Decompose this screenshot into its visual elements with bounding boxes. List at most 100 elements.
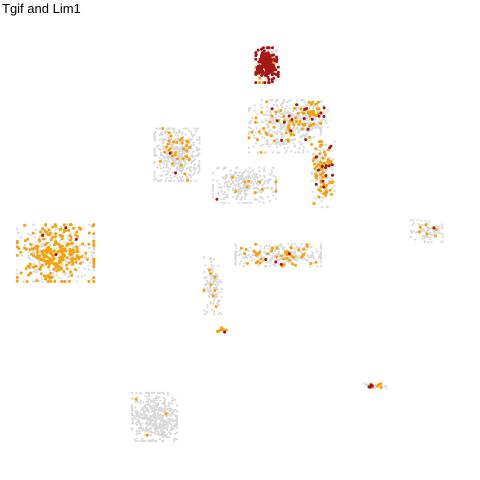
background-cell-point [92,251,95,254]
background-cell-point [160,179,163,182]
background-cell-point [170,144,173,148]
expressing-cell-point [44,230,48,234]
background-cell-point [311,127,314,130]
expressing-cell-point [259,257,263,261]
expressing-cell-point [300,127,304,131]
coexpressing-cell-point [295,103,299,107]
background-cell-point [162,145,165,148]
background-cell-point [290,150,293,153]
expressing-cell-point [69,238,72,242]
background-cell-point [79,243,82,246]
background-cell-point [256,176,259,179]
background-cell-point [155,430,158,433]
background-cell-point [324,158,327,161]
expressing-cell-point [185,139,189,143]
background-cell-point [441,236,444,239]
background-cell-point [255,126,258,130]
background-cell-point [180,133,183,136]
coexpressing-cell-point [264,258,268,261]
expressing-cell-point [92,258,96,261]
background-cell-point [162,435,165,439]
expressing-cell-point [289,132,293,136]
background-cell-point [441,225,444,228]
background-cell-point [136,437,139,440]
background-cell-point [156,179,159,182]
background-cell-point [135,430,138,433]
background-cell-point [271,258,274,261]
background-cell-point [155,177,158,180]
expressing-cell-point [270,114,274,118]
expressing-cell-point [42,254,46,258]
background-cell-point [165,156,168,159]
background-cell-point [16,268,19,272]
background-cell-point [171,426,174,429]
background-cell-point [280,122,283,125]
background-cell-point [249,181,253,184]
background-cell-point [247,170,250,174]
background-cell-point [252,134,255,137]
background-cell-point [234,260,237,263]
background-cell-point [234,179,238,182]
background-cell-point [136,432,139,435]
coexpressing-cell-point [321,179,325,183]
background-cell-point [172,160,176,163]
expressing-cell-point [325,184,328,187]
expressing-cell-point [183,172,187,176]
expressing-cell-point [231,175,235,179]
expressing-cell-point [67,280,71,283]
background-cell-point [176,154,179,157]
expressing-cell-point [315,165,319,169]
background-cell-point [153,151,156,154]
coexpressing-cell-point [319,111,323,115]
expressing-cell-point [52,267,56,271]
coexpressing-cell-point [314,182,318,186]
background-cell-point [312,154,315,157]
expressing-cell-point [317,107,321,111]
expressing-cell-point [57,242,61,246]
background-cell-point [272,190,275,194]
background-cell-point [161,133,164,136]
background-cell-point [165,160,168,163]
background-cell-point [311,190,314,193]
background-cell-point [279,144,282,147]
expressing-cell-point [280,254,284,258]
background-cell-point [259,174,262,177]
background-cell-point [33,270,36,273]
background-cell-point [284,107,287,110]
background-cell-point [268,199,271,203]
background-cell-point [165,420,168,424]
expressing-cell-point [319,173,323,177]
background-cell-point [84,244,87,247]
background-cell-point [261,143,264,146]
background-cell-point [147,403,150,406]
coexpressing-cell-point [272,76,276,80]
background-cell-point [57,234,60,237]
background-cell-point [160,413,163,416]
background-cell-point [90,254,94,257]
background-cell-point [45,238,48,241]
background-cell-point [304,115,307,118]
background-cell-point [210,309,214,312]
background-cell-point [87,268,90,271]
background-cell-point [182,151,185,154]
background-cell-point [134,406,137,409]
expressing-cell-point [184,154,188,158]
expressing-cell-point [87,231,91,235]
background-cell-point [231,189,234,192]
background-cell-point [68,255,71,258]
expressing-cell-point [324,153,327,157]
background-cell-point [154,407,157,410]
expressing-cell-point [211,294,215,298]
background-cell-point [324,156,327,159]
background-cell-point [283,246,286,249]
background-cell-point [320,101,323,104]
background-cell-point [320,118,323,122]
expressing-cell-point [170,154,174,158]
coexpressing-cell-point [287,114,291,118]
background-cell-point [385,387,388,390]
background-cell-point [216,275,219,278]
expressing-cell-point [80,255,83,259]
background-cell-point [187,173,191,176]
coexpressing-cell-point [260,74,264,77]
background-cell-point [276,104,279,107]
